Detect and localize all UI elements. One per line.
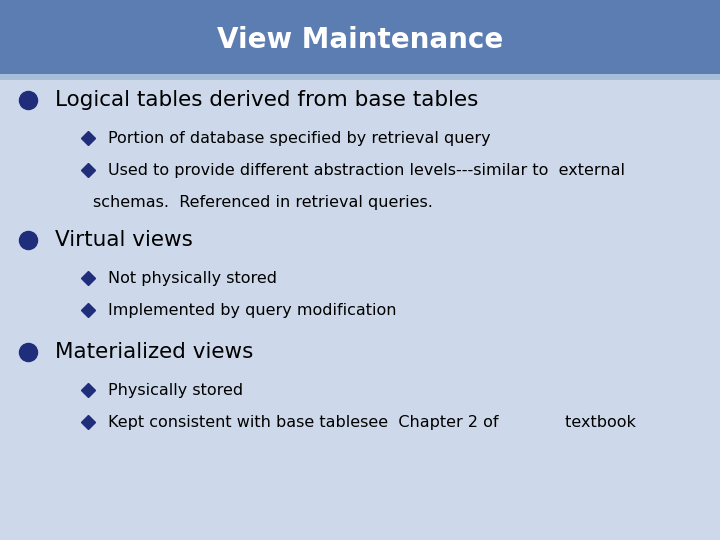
Text: Physically stored: Physically stored xyxy=(108,382,243,397)
Text: Logical tables derived from base tables: Logical tables derived from base tables xyxy=(55,90,478,110)
Text: Portion of database specified by retrieval query: Portion of database specified by retriev… xyxy=(108,131,490,145)
Text: Materialized views: Materialized views xyxy=(55,342,253,362)
Bar xyxy=(0,0,720,80)
Bar xyxy=(0,74,720,80)
Text: Used to provide different abstraction levels---similar to  external: Used to provide different abstraction le… xyxy=(108,163,625,178)
Text: Not physically stored: Not physically stored xyxy=(108,271,277,286)
Text: Implemented by query modification: Implemented by query modification xyxy=(108,302,397,318)
Text: schemas.  Referenced in retrieval queries.: schemas. Referenced in retrieval queries… xyxy=(93,194,433,210)
Text: Virtual views: Virtual views xyxy=(55,230,193,250)
Text: Kept consistent with base tablesee  Chapter 2 of             textbook: Kept consistent with base tablesee Chapt… xyxy=(108,415,636,429)
Text: View Maintenance: View Maintenance xyxy=(217,26,503,54)
